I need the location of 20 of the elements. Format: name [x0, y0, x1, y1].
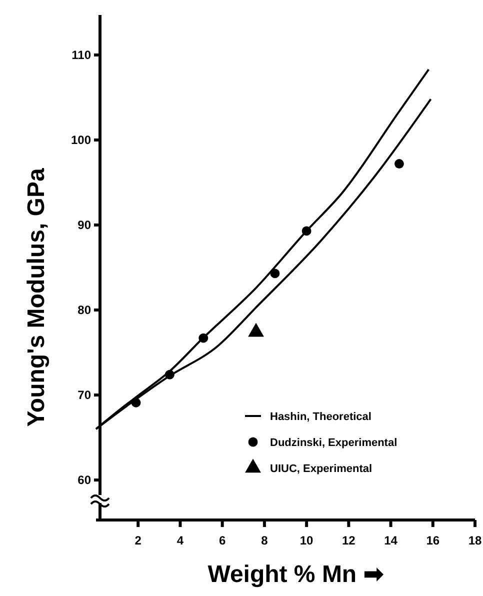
legend-label: UIUC, Experimental [270, 463, 372, 475]
y-tick-label: 70 [78, 388, 92, 402]
legend-label: Dudzinski, Experimental [270, 437, 398, 449]
x-tick-label: 18 [468, 533, 482, 548]
x-tick-label: 6 [218, 533, 226, 548]
x-tick-label: 14 [384, 533, 398, 548]
x-axis-title: Weight % Mn ➡ [208, 561, 384, 588]
y-tick-label: 80 [78, 302, 92, 317]
x-tick-label: 10 [300, 533, 314, 548]
x-tick-label: 4 [176, 533, 184, 548]
x-tick-label: 16 [426, 533, 440, 548]
y-tick-label: 100 [70, 132, 92, 147]
x-tick-label: 8 [261, 533, 268, 548]
legend-label: Hashin, Theoretical [270, 411, 372, 423]
x-tick-label: 12 [342, 533, 356, 548]
y-tick-label: 110 [72, 48, 92, 62]
y-tick-label: 90 [78, 218, 92, 232]
x-tick-label: 2 [134, 533, 142, 548]
y-tick-label: 60 [78, 472, 92, 487]
y-axis-title: Young's Modulus, GPa [23, 168, 50, 427]
